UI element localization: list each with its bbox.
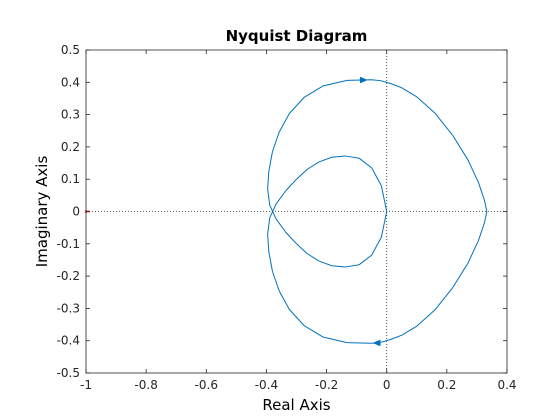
y-tick-label: 0.4 [61,75,80,89]
x-tick-label: -1 [80,378,92,392]
x-tick-label: 0 [383,378,391,392]
x-tick-label: -0.4 [255,378,278,392]
y-ticks: -0.5 -0.4 -0.3 -0.2 -0.1 0 0.1 0.2 0.3 0.4 0.5 [57,43,507,380]
direction-arrow-1 [372,339,381,347]
reference-lines [86,50,507,373]
x-tick-label: -0.2 [315,378,338,392]
chart-title: Nyquist Diagram [226,27,368,45]
direction-arrows [359,76,381,347]
x-tick-label: 0.4 [497,378,516,392]
series-line-0 [267,79,488,344]
x-tick-label: -0.6 [195,378,218,392]
y-tick-label: -0.1 [57,237,80,251]
x-tick-label: 0.2 [437,378,456,392]
y-tick-label: 0 [72,205,80,219]
y-tick-label: 0.5 [61,43,80,57]
series-layer [267,79,488,344]
y-tick-label: -0.5 [57,366,80,380]
y-tick-label: -0.3 [57,301,80,315]
x-ticks: -1 -0.8 -0.6 -0.4 -0.2 0 0.2 0.4 [80,50,517,392]
y-tick-label: 0.3 [61,108,80,122]
y-axis-label: Imaginary Axis [33,156,51,268]
direction-arrow-0 [359,76,368,84]
y-tick-label: -0.2 [57,269,80,283]
y-tick-label: -0.4 [57,334,80,348]
y-tick-label: 0.1 [61,172,80,186]
x-axis-label: Real Axis [262,396,330,414]
x-tick-label: -0.8 [134,378,157,392]
y-tick-label: 0.2 [61,140,80,154]
